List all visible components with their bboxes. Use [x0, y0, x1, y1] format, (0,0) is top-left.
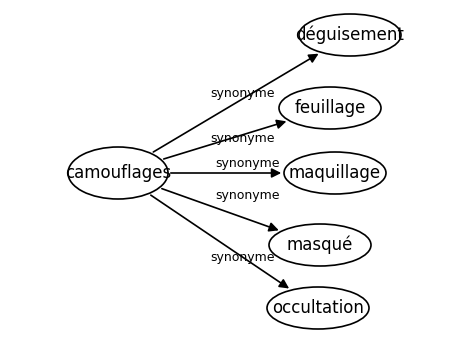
- Text: synonyme: synonyme: [210, 86, 274, 100]
- Text: synonyme: synonyme: [214, 156, 279, 169]
- Text: feuillage: feuillage: [293, 99, 365, 117]
- Text: synonyme: synonyme: [214, 188, 279, 202]
- Ellipse shape: [268, 224, 370, 266]
- Text: déguisement: déguisement: [295, 26, 404, 44]
- Ellipse shape: [267, 287, 368, 329]
- Text: masqué: masqué: [286, 236, 353, 254]
- Text: synonyme: synonyme: [210, 252, 274, 264]
- Text: synonyme: synonyme: [210, 132, 274, 144]
- Text: camouflages: camouflages: [65, 164, 171, 182]
- Ellipse shape: [278, 87, 380, 129]
- Ellipse shape: [68, 147, 167, 199]
- Text: occultation: occultation: [272, 299, 363, 317]
- Text: maquillage: maquillage: [288, 164, 380, 182]
- Ellipse shape: [298, 14, 400, 56]
- Ellipse shape: [283, 152, 385, 194]
